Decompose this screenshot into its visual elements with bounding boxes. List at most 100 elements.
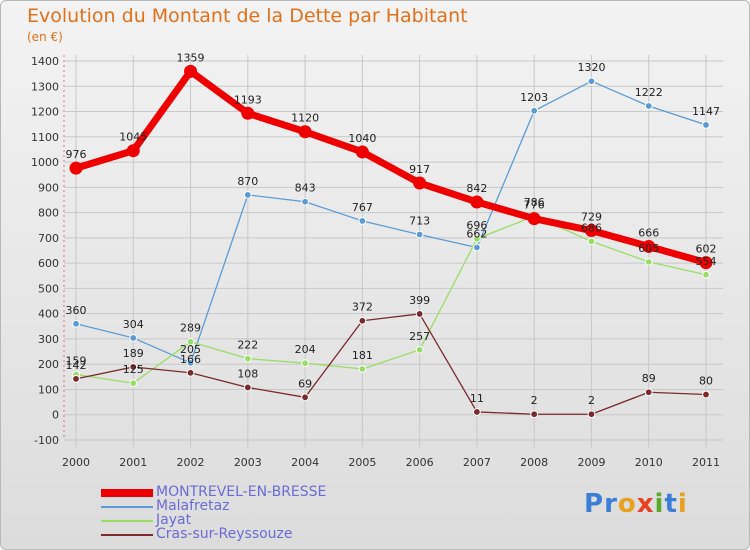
data-point (243, 354, 252, 363)
data-label: 257 (409, 330, 430, 343)
data-point (69, 161, 83, 175)
data-label: 605 (638, 242, 659, 255)
logo-letter: r (604, 489, 618, 519)
x-tick-label: 2007 (463, 456, 491, 469)
legend-swatch (101, 506, 153, 508)
x-tick-label: 2004 (291, 456, 319, 469)
y-tick-label: 1200 (31, 106, 59, 119)
x-tick-label: 2009 (577, 456, 605, 469)
x-tick-label: 2006 (406, 456, 434, 469)
data-point (530, 410, 539, 419)
data-point (241, 106, 255, 120)
data-label: 166 (180, 353, 201, 366)
data-label: 189 (123, 347, 144, 360)
x-tick-label: 2010 (635, 456, 663, 469)
data-point (702, 270, 710, 279)
data-point (587, 77, 596, 86)
y-tick-label: -100 (34, 434, 59, 447)
legend-swatch (101, 520, 153, 522)
data-point (72, 374, 80, 383)
x-tick-label: 2005 (348, 456, 376, 469)
series-line-3 (75, 313, 707, 415)
data-point (642, 239, 656, 253)
data-label: 729 (581, 211, 602, 224)
y-tick-label: 1100 (31, 131, 59, 144)
data-label: 108 (237, 367, 258, 380)
data-label: 222 (237, 339, 258, 352)
y-tick-label: 400 (38, 308, 59, 321)
data-label: 696 (466, 219, 487, 232)
data-point (470, 195, 484, 209)
legend-label: Cras-sur-Reyssouze (156, 526, 293, 542)
data-point (358, 316, 367, 325)
logo-letter: x (636, 489, 655, 519)
data-point (702, 121, 710, 129)
y-tick-label: 900 (38, 181, 59, 194)
y-tick-label: 200 (38, 358, 59, 371)
data-label: 1203 (520, 91, 548, 104)
data-label: 1320 (577, 61, 605, 74)
data-point (243, 191, 252, 199)
data-label: 11 (470, 392, 484, 405)
y-tick-label: 300 (38, 333, 59, 346)
x-tick-label: 2001 (119, 456, 147, 469)
y-tick-label: 1000 (31, 156, 59, 169)
data-point (584, 224, 598, 238)
legend-label: Malafretaz (156, 498, 230, 514)
x-tick-label: 2008 (520, 456, 548, 469)
data-point (699, 256, 713, 270)
legend-swatch (101, 489, 153, 497)
data-point (126, 144, 140, 158)
data-point (186, 368, 195, 377)
data-label: 1045 (119, 131, 147, 144)
data-point (298, 125, 312, 139)
legend-swatch (101, 534, 153, 536)
data-label: 69 (298, 377, 312, 390)
proxiti-logo: Proxiti (584, 489, 688, 519)
logo-letter: o (617, 489, 637, 519)
data-label: 204 (295, 343, 316, 356)
data-point (355, 145, 369, 159)
data-label: 159 (66, 355, 87, 368)
data-label: 554 (696, 255, 717, 268)
x-tick-label: 2002 (177, 456, 205, 469)
series-line-1 (75, 80, 707, 364)
data-label: 80 (699, 375, 713, 388)
data-point (415, 230, 424, 239)
data-point (358, 365, 367, 373)
data-point (587, 237, 596, 246)
legend-label: Jayat (156, 512, 192, 528)
data-point (413, 176, 427, 190)
data-label: 304 (123, 318, 144, 331)
data-point (129, 334, 138, 342)
data-point (243, 383, 252, 392)
data-point (129, 363, 138, 371)
data-point (129, 379, 138, 388)
chart-subtitle: (en €) (27, 30, 63, 44)
data-point (301, 197, 309, 206)
logo-letter: P (584, 489, 605, 519)
data-point (473, 243, 481, 252)
data-point (527, 212, 541, 226)
data-point (644, 257, 653, 266)
data-label: 713 (409, 215, 430, 228)
data-label: 399 (409, 294, 430, 307)
data-point (415, 345, 424, 354)
data-label: 870 (237, 175, 258, 188)
data-label: 666 (638, 226, 659, 239)
data-label: 289 (180, 322, 201, 335)
data-label: 776 (524, 199, 545, 212)
y-tick-label: 0 (52, 409, 59, 422)
data-label: 1359 (177, 51, 205, 64)
data-point (301, 359, 309, 368)
data-label: 686 (581, 221, 602, 234)
series-line-2 (75, 215, 707, 384)
y-tick-label: 1400 (31, 55, 59, 68)
data-point (473, 234, 481, 243)
data-point (184, 64, 198, 78)
data-point (415, 310, 424, 318)
data-point (587, 410, 596, 419)
data-label: 2 (531, 394, 538, 407)
